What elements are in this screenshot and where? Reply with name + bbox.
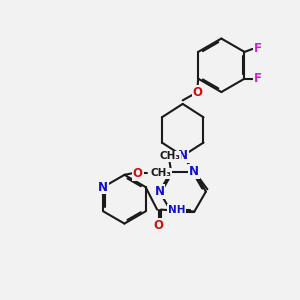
Text: F: F (254, 42, 262, 56)
Text: CH₃: CH₃ (159, 151, 180, 161)
Text: N: N (189, 165, 199, 178)
Text: N: N (178, 149, 188, 162)
Text: O: O (193, 85, 202, 98)
Text: N: N (98, 181, 108, 194)
Text: NH: NH (168, 205, 185, 215)
Text: F: F (254, 72, 262, 85)
Text: CH₃: CH₃ (150, 168, 171, 178)
Text: N: N (154, 185, 164, 198)
Text: O: O (154, 219, 164, 232)
Text: O: O (133, 167, 143, 180)
